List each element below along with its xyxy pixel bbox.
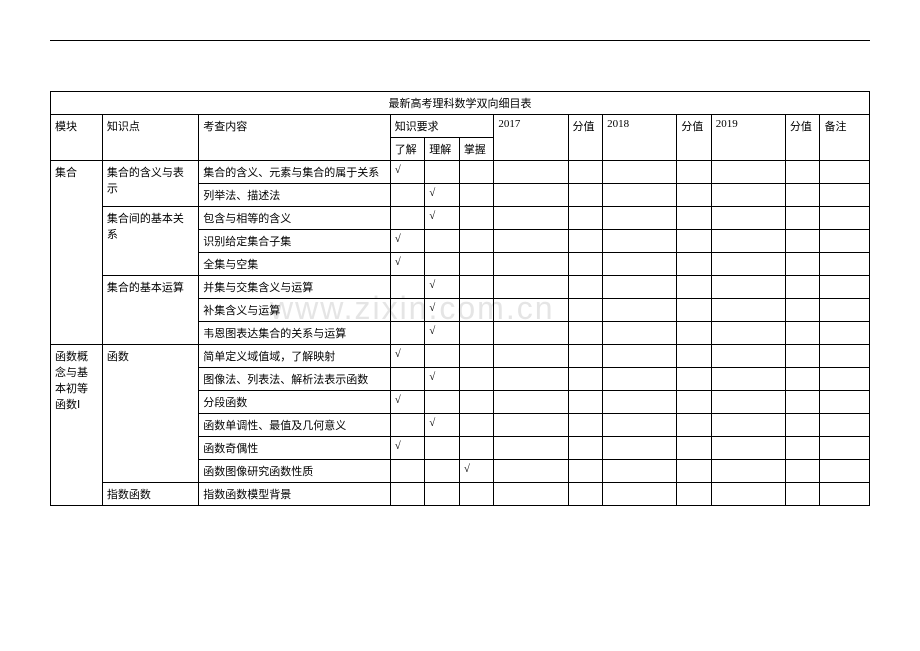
content-cell: 函数奇偶性	[199, 437, 390, 460]
cell-note	[820, 161, 870, 184]
header-module: 模块	[51, 115, 103, 161]
req-know	[390, 322, 425, 345]
req-master	[459, 368, 494, 391]
topic-cell: 函数	[102, 345, 198, 483]
req-master: √	[459, 460, 494, 483]
cell-score2	[677, 161, 712, 184]
req-know	[390, 460, 425, 483]
table-title: 最新高考理科数学双向细目表	[51, 92, 870, 115]
req-understand: √	[425, 322, 460, 345]
content-cell: 韦恩图表达集合的关系与运算	[199, 322, 390, 345]
req-understand: √	[425, 299, 460, 322]
req-understand: √	[425, 368, 460, 391]
content-cell: 简单定义域值域，了解映射	[199, 345, 390, 368]
req-know: √	[390, 230, 425, 253]
header-know: 了解	[390, 138, 425, 161]
req-know: √	[390, 253, 425, 276]
table-row: 函数概念与基本初等函数Ⅰ 函数 简单定义域值域，了解映射 √	[51, 345, 870, 368]
cell-score3	[785, 161, 820, 184]
req-master	[459, 322, 494, 345]
header-content: 考查内容	[199, 115, 390, 161]
topic-cell: 集合的含义与表示	[102, 161, 198, 207]
req-know: √	[390, 391, 425, 414]
header-topic: 知识点	[102, 115, 198, 161]
req-understand	[425, 253, 460, 276]
topic-cell: 集合的基本运算	[102, 276, 198, 345]
header-score2: 分值	[677, 115, 712, 161]
header-note: 备注	[820, 115, 870, 161]
content-cell: 并集与交集含义与运算	[199, 276, 390, 299]
req-master	[459, 414, 494, 437]
req-know	[390, 276, 425, 299]
req-know	[390, 299, 425, 322]
req-know: √	[390, 437, 425, 460]
cell-score1	[568, 161, 603, 184]
topic-cell: 集合间的基本关系	[102, 207, 198, 276]
content-cell: 分段函数	[199, 391, 390, 414]
content-cell: 集合的含义、元素与集合的属于关系	[199, 161, 390, 184]
content-cell: 包含与相等的含义	[199, 207, 390, 230]
req-understand: √	[425, 184, 460, 207]
content-cell: 全集与空集	[199, 253, 390, 276]
module-cell: 集合	[51, 161, 103, 345]
content-cell: 指数函数模型背景	[199, 483, 390, 506]
req-know: √	[390, 345, 425, 368]
page-header-rule	[50, 40, 870, 41]
header-score3: 分值	[785, 115, 820, 161]
content-cell: 函数图像研究函数性质	[199, 460, 390, 483]
header-row-1: 模块 知识点 考查内容 知识要求 2017 分值 2018 分值 2019 分值…	[51, 115, 870, 138]
header-master: 掌握	[459, 138, 494, 161]
cell-2017	[494, 161, 568, 184]
specification-table: 最新高考理科数学双向细目表 模块 知识点 考查内容 知识要求 2017 分值 2…	[50, 91, 870, 506]
header-2018: 2018	[603, 115, 677, 161]
table-row: 指数函数 指数函数模型背景	[51, 483, 870, 506]
header-requirement: 知识要求	[390, 115, 494, 138]
header-2017: 2017	[494, 115, 568, 161]
req-master	[459, 391, 494, 414]
req-understand	[425, 483, 460, 506]
req-know	[390, 207, 425, 230]
req-know	[390, 368, 425, 391]
req-master	[459, 207, 494, 230]
req-master	[459, 161, 494, 184]
req-know: √	[390, 161, 425, 184]
module-cell: 函数概念与基本初等函数Ⅰ	[51, 345, 103, 506]
req-master	[459, 184, 494, 207]
req-know	[390, 483, 425, 506]
req-understand	[425, 437, 460, 460]
req-understand: √	[425, 207, 460, 230]
table-row: 集合的基本运算 并集与交集含义与运算 √	[51, 276, 870, 299]
req-master	[459, 276, 494, 299]
req-understand	[425, 161, 460, 184]
content-cell: 函数单调性、最值及几何意义	[199, 414, 390, 437]
cell-2019	[711, 161, 785, 184]
req-master	[459, 483, 494, 506]
req-understand	[425, 345, 460, 368]
content-cell: 图像法、列表法、解析法表示函数	[199, 368, 390, 391]
req-understand	[425, 460, 460, 483]
cell-2018	[603, 161, 677, 184]
header-score1: 分值	[568, 115, 603, 161]
req-understand	[425, 391, 460, 414]
req-master	[459, 299, 494, 322]
req-master	[459, 230, 494, 253]
table-row: 集合 集合的含义与表示 集合的含义、元素与集合的属于关系 √	[51, 161, 870, 184]
content-cell: 列举法、描述法	[199, 184, 390, 207]
req-understand: √	[425, 276, 460, 299]
req-master	[459, 253, 494, 276]
req-understand	[425, 230, 460, 253]
header-understand: 理解	[425, 138, 460, 161]
req-understand: √	[425, 414, 460, 437]
content-cell: 识别给定集合子集	[199, 230, 390, 253]
header-2019: 2019	[711, 115, 785, 161]
req-know	[390, 414, 425, 437]
topic-cell: 指数函数	[102, 483, 198, 506]
table-title-row: 最新高考理科数学双向细目表	[51, 92, 870, 115]
table-row: 集合间的基本关系 包含与相等的含义 √	[51, 207, 870, 230]
req-master	[459, 345, 494, 368]
content-cell: 补集含义与运算	[199, 299, 390, 322]
req-know	[390, 184, 425, 207]
req-master	[459, 437, 494, 460]
